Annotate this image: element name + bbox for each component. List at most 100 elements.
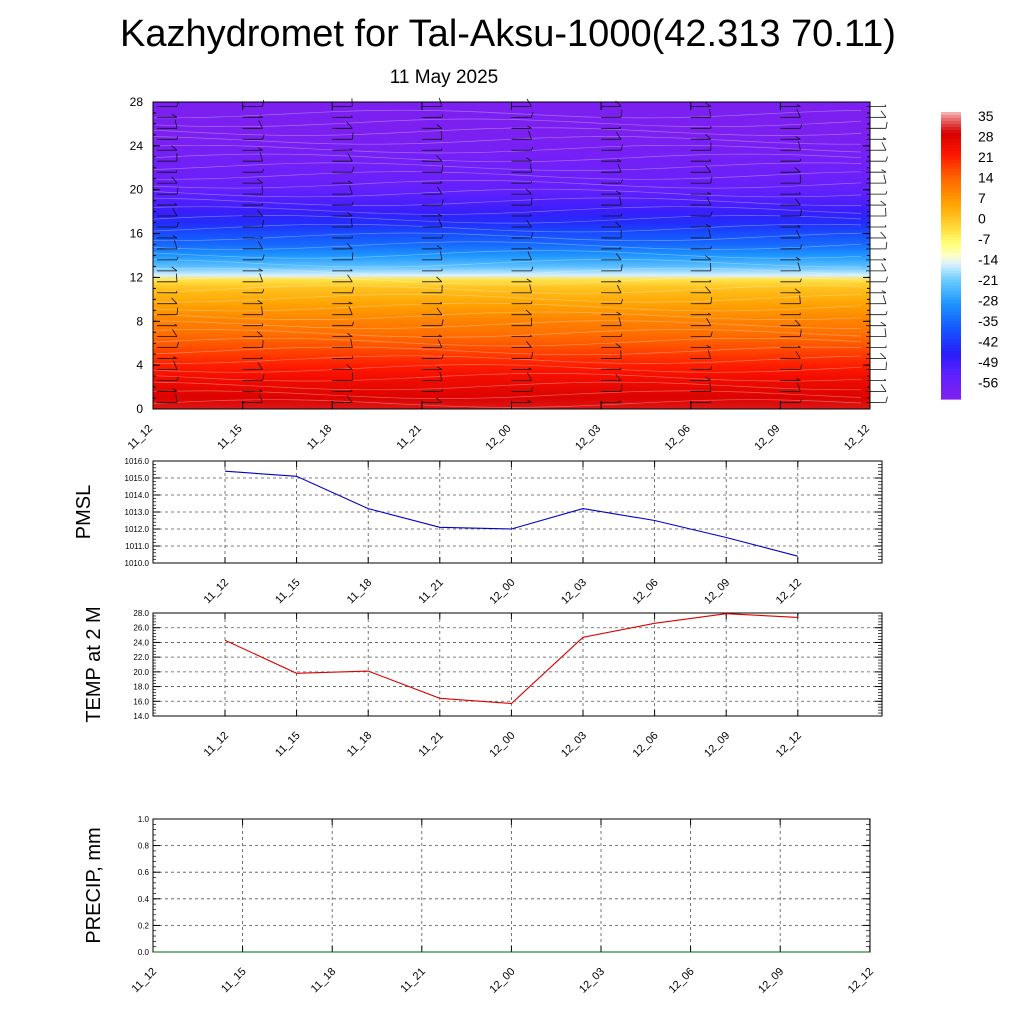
barb-flag (346, 395, 353, 403)
barb-flag (885, 121, 888, 129)
barb-flag (707, 349, 712, 359)
barb-flag (436, 124, 443, 129)
barb-flag (258, 147, 263, 151)
barb-flag (262, 374, 265, 381)
y-tick-label: 22.0 (133, 653, 149, 662)
barb-flag (620, 299, 623, 304)
barb-flag (885, 241, 888, 249)
x-tick-label: 12_12 (842, 423, 872, 453)
x-tick-label: 11_15 (219, 966, 249, 996)
barb-flag (885, 225, 887, 228)
barb-flag (525, 340, 532, 348)
contour-line (152, 241, 862, 250)
colorbar-cell (941, 369, 961, 373)
barb-flag (176, 307, 179, 315)
x-tick-label: 11_21 (394, 423, 424, 453)
barb-flag (176, 136, 178, 140)
x-tick-label: 12_06 (631, 577, 661, 607)
barb-flag (439, 371, 443, 381)
colorbar-cell (941, 216, 961, 221)
y-tick-label: 28 (130, 95, 144, 109)
barb-flag (348, 301, 353, 305)
barb-flag (617, 279, 622, 283)
barb-flag (797, 345, 801, 348)
barb-flag (881, 142, 887, 151)
x-tick-label: 11_18 (309, 966, 339, 996)
barb-flag (436, 397, 443, 403)
colorbar-cell (941, 330, 961, 334)
barb-flag (798, 141, 801, 151)
y-axis-label: TEMP at 2 M (83, 606, 105, 722)
colorbar-cell (941, 231, 961, 236)
barb-flag (262, 340, 264, 348)
x-tick-label: 12_06 (631, 730, 661, 760)
barb-flag (262, 254, 265, 261)
colorbar-cell (941, 126, 961, 131)
barb-flag (800, 398, 802, 403)
colorbar-cell (941, 132, 961, 137)
barb-flag (172, 235, 178, 239)
colorbar-label: 35 (978, 108, 994, 124)
contour-line (152, 232, 862, 242)
y-tick-label: 1015.0 (125, 474, 150, 483)
contour-line (152, 153, 862, 163)
colorbar-cell (941, 303, 961, 307)
colorbar-cell (941, 348, 961, 352)
barb-flag (436, 276, 443, 283)
y-tick-label: 1014.0 (125, 491, 150, 500)
y-tick-label: 16.0 (133, 697, 149, 706)
barb-flag (795, 136, 801, 140)
barb-flag (885, 191, 888, 195)
x-tick-label: 11_15 (215, 423, 245, 453)
barb-flag (799, 295, 801, 304)
contour-line (152, 355, 862, 364)
barb-flag (885, 276, 888, 282)
contour-line (152, 399, 862, 408)
contour-lines (152, 109, 862, 408)
barb-flag (441, 234, 444, 239)
y-tick-label: 24.0 (133, 638, 149, 647)
barb-flag (351, 132, 354, 140)
barb-flag (530, 334, 532, 337)
barb-flag (527, 251, 532, 261)
x-tick-label: 11_12 (202, 730, 232, 760)
x-tick-label: 11_12 (130, 966, 160, 996)
x-tick-label: 12_03 (577, 966, 607, 996)
barb-flag (794, 167, 801, 173)
y-tick-label: 0.6 (138, 868, 150, 877)
barb-flag (441, 354, 444, 359)
colorbar-cell (941, 237, 961, 242)
barb-flag (174, 323, 178, 327)
colorbar-cell (941, 285, 961, 289)
barb-flag (525, 188, 532, 195)
barb-flag (351, 201, 354, 206)
barb-flag (797, 382, 801, 392)
colorbar-cell (941, 168, 961, 173)
y-tick-label: 0.0 (138, 948, 150, 957)
y-tick-label: 1.0 (138, 815, 150, 824)
colorbar-cell (941, 135, 961, 140)
colorbar-cell (941, 144, 961, 149)
x-tick-label: 12_12 (846, 966, 876, 996)
barb-flag (175, 393, 178, 403)
barb-flag (880, 110, 887, 118)
barb-flag (260, 356, 263, 359)
barb-flag (176, 221, 179, 228)
y-tick-label: 0.8 (138, 842, 150, 851)
colorbar-cell (941, 120, 961, 125)
barb-flag (710, 366, 713, 370)
temperature-section-heatmap: 0 4 8 12 16 20 24 28 11_12 11_15 11_18 11_21 12_00 12… (126, 95, 888, 453)
colorbar-cell (941, 300, 961, 304)
barb-flag (705, 134, 712, 140)
barb-flag (885, 311, 888, 315)
barb-flag (171, 176, 178, 184)
barb-flag (441, 114, 444, 118)
barb-flag (620, 333, 623, 337)
y-tick-label: 1010.0 (125, 559, 150, 568)
colorbar-cell (941, 198, 961, 203)
x-tick-label: 12_09 (702, 730, 732, 760)
barb-flag (706, 317, 712, 326)
barb-flag (883, 174, 887, 184)
colorbar-cell (941, 147, 961, 152)
